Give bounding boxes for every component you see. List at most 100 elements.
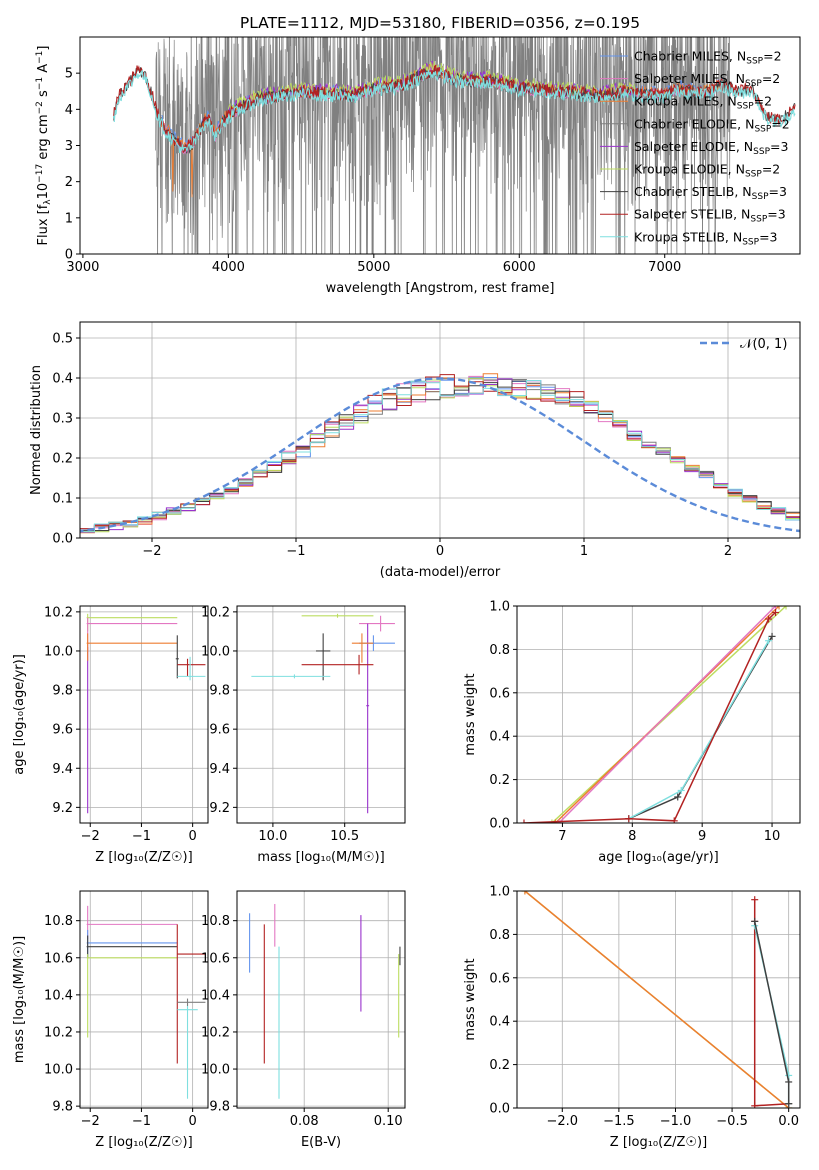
series-line-salpeter_stelib [753, 899, 789, 1107]
y-tick-label: 9.6 [52, 723, 73, 738]
legend-label-base: Chabrier MILES, N [634, 49, 746, 64]
plot-area [86, 613, 206, 814]
x-tick-label: 5000 [357, 260, 390, 275]
series-line-kroupa_stelib [753, 925, 790, 1104]
x-tick-label: 9 [698, 829, 706, 844]
model-kroupa_elodie [227, 61, 636, 112]
y-tick-label: 4 [65, 103, 73, 118]
legend-label-sub: SSP [750, 215, 767, 225]
y-axis-label: mass weight [463, 673, 478, 755]
plot-area [251, 613, 395, 814]
y-tick-label: 10.0 [201, 644, 230, 659]
y-tick-label: 3 [65, 139, 73, 154]
x-axis-label: age [log₁₀(age/yr)] [598, 850, 719, 865]
y-tick-label: 10.0 [44, 1063, 73, 1078]
y-tick-label: 0.8 [489, 928, 510, 943]
y-tick-label: 10.0 [44, 644, 73, 659]
panel-3: 10.0 10.5 9.2 9.4 9.6 9.8 10.0 10.2 mass [log₁₀(… [201, 605, 406, 865]
legend-label-gaussian: 𝒩(0, 1) [740, 337, 787, 352]
model-chabrier_stelib [113, 67, 796, 155]
y-axis-label: Normed distribution [29, 365, 44, 495]
y-tick-label: 0.8 [489, 643, 510, 658]
y-axis-label: mass weight [463, 958, 478, 1040]
y-tick-label: 10.2 [44, 605, 73, 620]
legend-label-chabrier_miles: Chabrier MILES, NSSP=2 [634, 49, 782, 67]
y-tick-label: 9.2 [209, 801, 230, 816]
y-tick-label: 2 [65, 175, 73, 190]
x-tick-label: 6000 [503, 260, 536, 275]
legend-label-tail: =3 [770, 139, 788, 154]
legend-label-tail: =2 [762, 162, 780, 177]
x-tick-label: −1 [132, 1114, 151, 1129]
x-tick-label: −1 [286, 544, 305, 559]
model-salpeter_stelib [112, 64, 796, 153]
legend-label-tail: =3 [759, 229, 777, 244]
x-tick-label: −2.0 [546, 1114, 578, 1129]
x-tick-label: −1.0 [660, 1114, 692, 1129]
x-axis-label: Z [log₁₀(Z/Z☉)] [95, 1135, 192, 1150]
legend-label-kroupa_miles: Kroupa MILES, NSSP=2 [634, 94, 772, 112]
x-tick-label: −2 [81, 1114, 100, 1129]
plot-area [521, 891, 793, 1108]
x-axis-label: wavelength [Angstrom, rest frame] [326, 281, 555, 296]
y-tick-label: 0 [65, 248, 73, 263]
y-tick-label: 9.8 [209, 1100, 230, 1115]
x-tick-label: 0.08 [290, 1114, 319, 1129]
y-tick-label: 10.2 [201, 1025, 230, 1040]
legend-label-sub: SSP [754, 124, 771, 134]
x-tick-label: 8 [628, 829, 636, 844]
x-axis-label: E(B-V) [301, 1135, 341, 1150]
y-tick-label: 0.1 [52, 492, 73, 507]
y-tick-label: 9.2 [52, 801, 73, 816]
y-tick-label: 0.0 [52, 532, 73, 547]
panel-5: −2 −1 0 9.8 10.0 10.2 10.4 10.6 10.8 Z [log₁₀(Z/Z… [12, 890, 209, 1150]
y-axis-label: age [log₁₀(age/yr)] [12, 654, 27, 775]
y-tick-label: 0.4 [489, 730, 510, 745]
legend-label-base: Salpeter STELIB, N [634, 207, 750, 222]
x-tick-label: 0 [436, 544, 444, 559]
x-tick-label: 2 [724, 544, 732, 559]
x-tick-label: −1 [132, 829, 151, 844]
x-axis-label: Z [log₁₀(Z/Z☉)] [610, 1135, 707, 1150]
histogram-kroupa_stelib [80, 380, 800, 533]
y-tick-label: 10.6 [201, 951, 230, 966]
y-tick-label: 0.3 [52, 412, 73, 427]
x-tick-label: −0.5 [716, 1114, 748, 1129]
x-tick-label: 7000 [648, 260, 681, 275]
y-tick-label: 0.2 [489, 1058, 510, 1073]
x-tick-label: 7 [558, 829, 566, 844]
observed-spectrum [155, 37, 731, 254]
y-tick-label: 10.8 [44, 914, 73, 929]
legend-label-sub: SSP [737, 102, 754, 112]
legend-label-kroupa_stelib: Kroupa STELIB, NSSP=3 [634, 229, 778, 247]
legend-label-sub: SSP [753, 147, 770, 157]
panel-0: 3000 4000 5000 6000 7000 0 1 2 3 4 5 wavelength [An… [35, 14, 801, 296]
legend-label-salpeter_stelib: Salpeter STELIB, NSSP=3 [634, 207, 786, 225]
y-axis-label: Flux [fλ10−17 erg cm−2 s−1 A−1] [35, 46, 53, 246]
legend-label-salpeter_miles: Salpeter MILES, NSSP=2 [634, 71, 780, 89]
y-tick-label: 0.4 [489, 1015, 510, 1030]
y-tick-label: 10.6 [44, 951, 73, 966]
y-tick-label: 0.2 [52, 452, 73, 467]
x-tick-label: −1.5 [603, 1114, 635, 1129]
x-tick-label: 10.0 [258, 829, 287, 844]
y-tick-label: 9.4 [209, 762, 230, 777]
panel-4: 7 8 9 10 0.0 0.2 0.4 0.6 0.8 1.0 age [log₁₀(age/yr… [463, 600, 801, 865]
x-axis-label: Z [log₁₀(Z/Z☉)] [95, 850, 192, 865]
legend-label-kroupa_elodie: Kroupa ELODIE, NSSP=2 [634, 162, 780, 180]
plot-area [520, 606, 790, 823]
legend-label-sub: SSP [742, 237, 759, 247]
axes-frame [236, 890, 406, 1109]
chart-title: PLATE=1112, MJD=53180, FIBERID=0356, z=0… [240, 14, 640, 32]
legend-label-salpeter_elodie: Salpeter ELODIE, NSSP=3 [634, 139, 788, 157]
y-tick-label: 10.2 [44, 1025, 73, 1040]
legend-label-chabrier_stelib: Chabrier STELIB, NSSP=3 [634, 184, 787, 202]
legend-label-base: Salpeter ELODIE, N [634, 139, 753, 154]
x-tick-label: −2 [142, 544, 161, 559]
plot-area [86, 905, 206, 1099]
x-tick-label: 10 [764, 829, 781, 844]
y-tick-label: 0.2 [489, 773, 510, 788]
legend-label-base: Kroupa ELODIE, N [634, 162, 745, 177]
y-tick-label: 9.8 [209, 684, 230, 699]
